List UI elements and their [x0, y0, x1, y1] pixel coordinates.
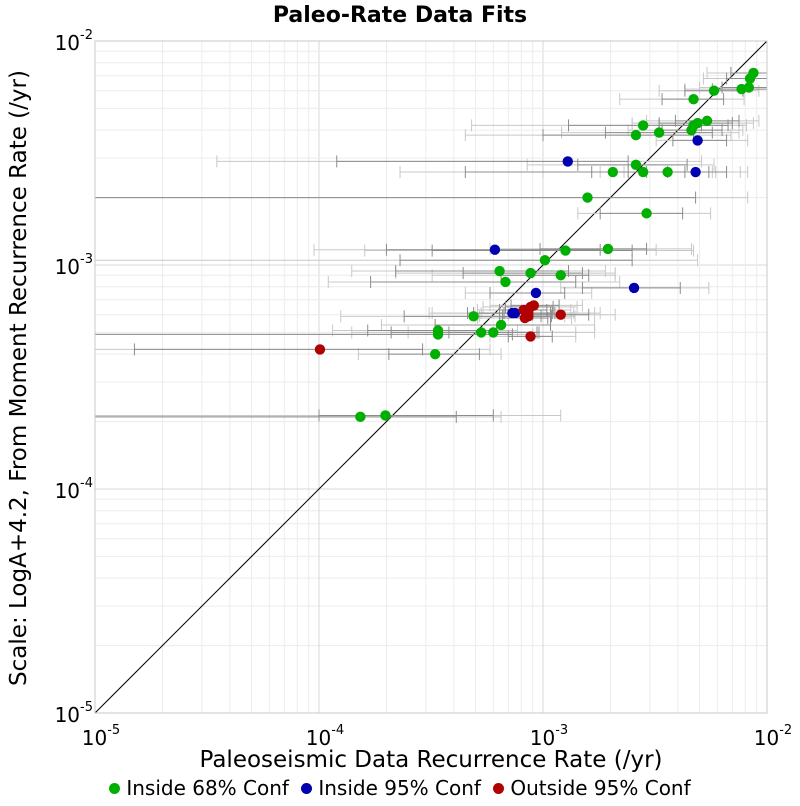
data-point	[743, 82, 755, 93]
reference-line-y-equals-x	[94, 40, 768, 714]
error-bar-68	[646, 166, 728, 179]
grid	[94, 41, 767, 714]
data-point	[607, 166, 619, 178]
data-point	[494, 265, 505, 277]
blue-dot-icon	[301, 783, 313, 794]
data-point	[688, 93, 699, 105]
data-point	[429, 348, 441, 360]
data-point	[380, 410, 391, 421]
data-point	[495, 319, 507, 331]
y-axis-label: Scale: LogA+4.2, From Moment Recurrence …	[6, 70, 32, 686]
error-bars	[94, 66, 768, 423]
green-dot-icon	[109, 783, 121, 794]
data-point	[523, 311, 534, 322]
x-axis-tick-labels: 10-5 10-4 10-3 10-2	[82, 723, 792, 750]
data-point	[628, 282, 640, 294]
error-bar-68	[94, 191, 697, 204]
legend-item-outside-95: Outside 95% Conf	[493, 776, 691, 800]
legend-item-inside-68: Inside 68% Conf	[109, 776, 289, 800]
data-point	[653, 127, 665, 138]
data-point	[525, 331, 536, 342]
data-point	[708, 85, 720, 96]
data-point	[637, 166, 649, 178]
legend-label: Outside 95% Conf	[510, 776, 691, 800]
data-point	[637, 120, 649, 131]
data-point	[555, 270, 566, 281]
error-bar-68	[336, 155, 629, 168]
data-point	[468, 311, 479, 322]
x-tick-label: 10-2	[754, 723, 792, 750]
y-axis-tick-labels: 10-5 10-4 10-3 10-2	[55, 28, 93, 727]
data-point	[488, 327, 499, 338]
error-bar-68	[370, 275, 577, 288]
data-point	[539, 255, 551, 266]
data-point	[630, 129, 642, 141]
legend-label: Inside 95% Conf	[318, 776, 481, 800]
data-point	[530, 287, 542, 299]
error-bar-68	[133, 343, 424, 356]
x-tick-label: 10-5	[82, 723, 120, 750]
x-tick-label: 10-3	[530, 723, 568, 750]
y-tick-label: 10-4	[55, 476, 93, 503]
error-bar-68	[431, 244, 633, 257]
error-bar-68	[94, 410, 457, 423]
data-point	[489, 244, 501, 255]
data-point	[630, 159, 642, 171]
data-point	[690, 166, 701, 178]
error-bar-68	[489, 286, 566, 299]
error-bar-68	[542, 129, 695, 142]
data-point	[641, 208, 652, 219]
y-tick-label: 10-2	[55, 28, 93, 55]
error-bar-68	[318, 409, 494, 422]
data-point	[555, 309, 566, 320]
data-point	[692, 135, 703, 146]
data-point	[476, 327, 487, 338]
legend-label: Inside 68% Conf	[126, 776, 289, 800]
data-point	[582, 192, 593, 203]
data-point	[562, 156, 573, 167]
y-tick-label: 10-3	[55, 252, 93, 279]
data-point	[525, 267, 536, 279]
data-point	[560, 245, 571, 256]
data-point	[314, 344, 326, 355]
chart-title: Paleo-Rate Data Fits	[273, 3, 527, 28]
red-dot-icon	[493, 783, 505, 794]
legend: Inside 68% Conf Inside 95% Conf Outside …	[0, 776, 800, 800]
data-point	[686, 124, 697, 136]
data-point	[602, 243, 614, 255]
data-point	[500, 276, 511, 288]
data-point	[662, 166, 673, 178]
data-point	[509, 307, 521, 319]
y-tick-label: 10-5	[55, 700, 93, 727]
data-point	[744, 73, 756, 84]
x-tick-label: 10-4	[306, 723, 344, 750]
legend-item-inside-95: Inside 95% Conf	[301, 776, 481, 800]
data-point	[701, 115, 713, 127]
error-bar-68	[399, 254, 633, 267]
plot-area	[94, 40, 768, 714]
data-point	[355, 411, 366, 423]
data-point	[432, 329, 444, 340]
data-points	[314, 67, 759, 423]
x-axis-label: Paleoseismic Data Recurrence Rate (/yr)	[200, 747, 663, 773]
error-bar-68	[539, 242, 648, 255]
